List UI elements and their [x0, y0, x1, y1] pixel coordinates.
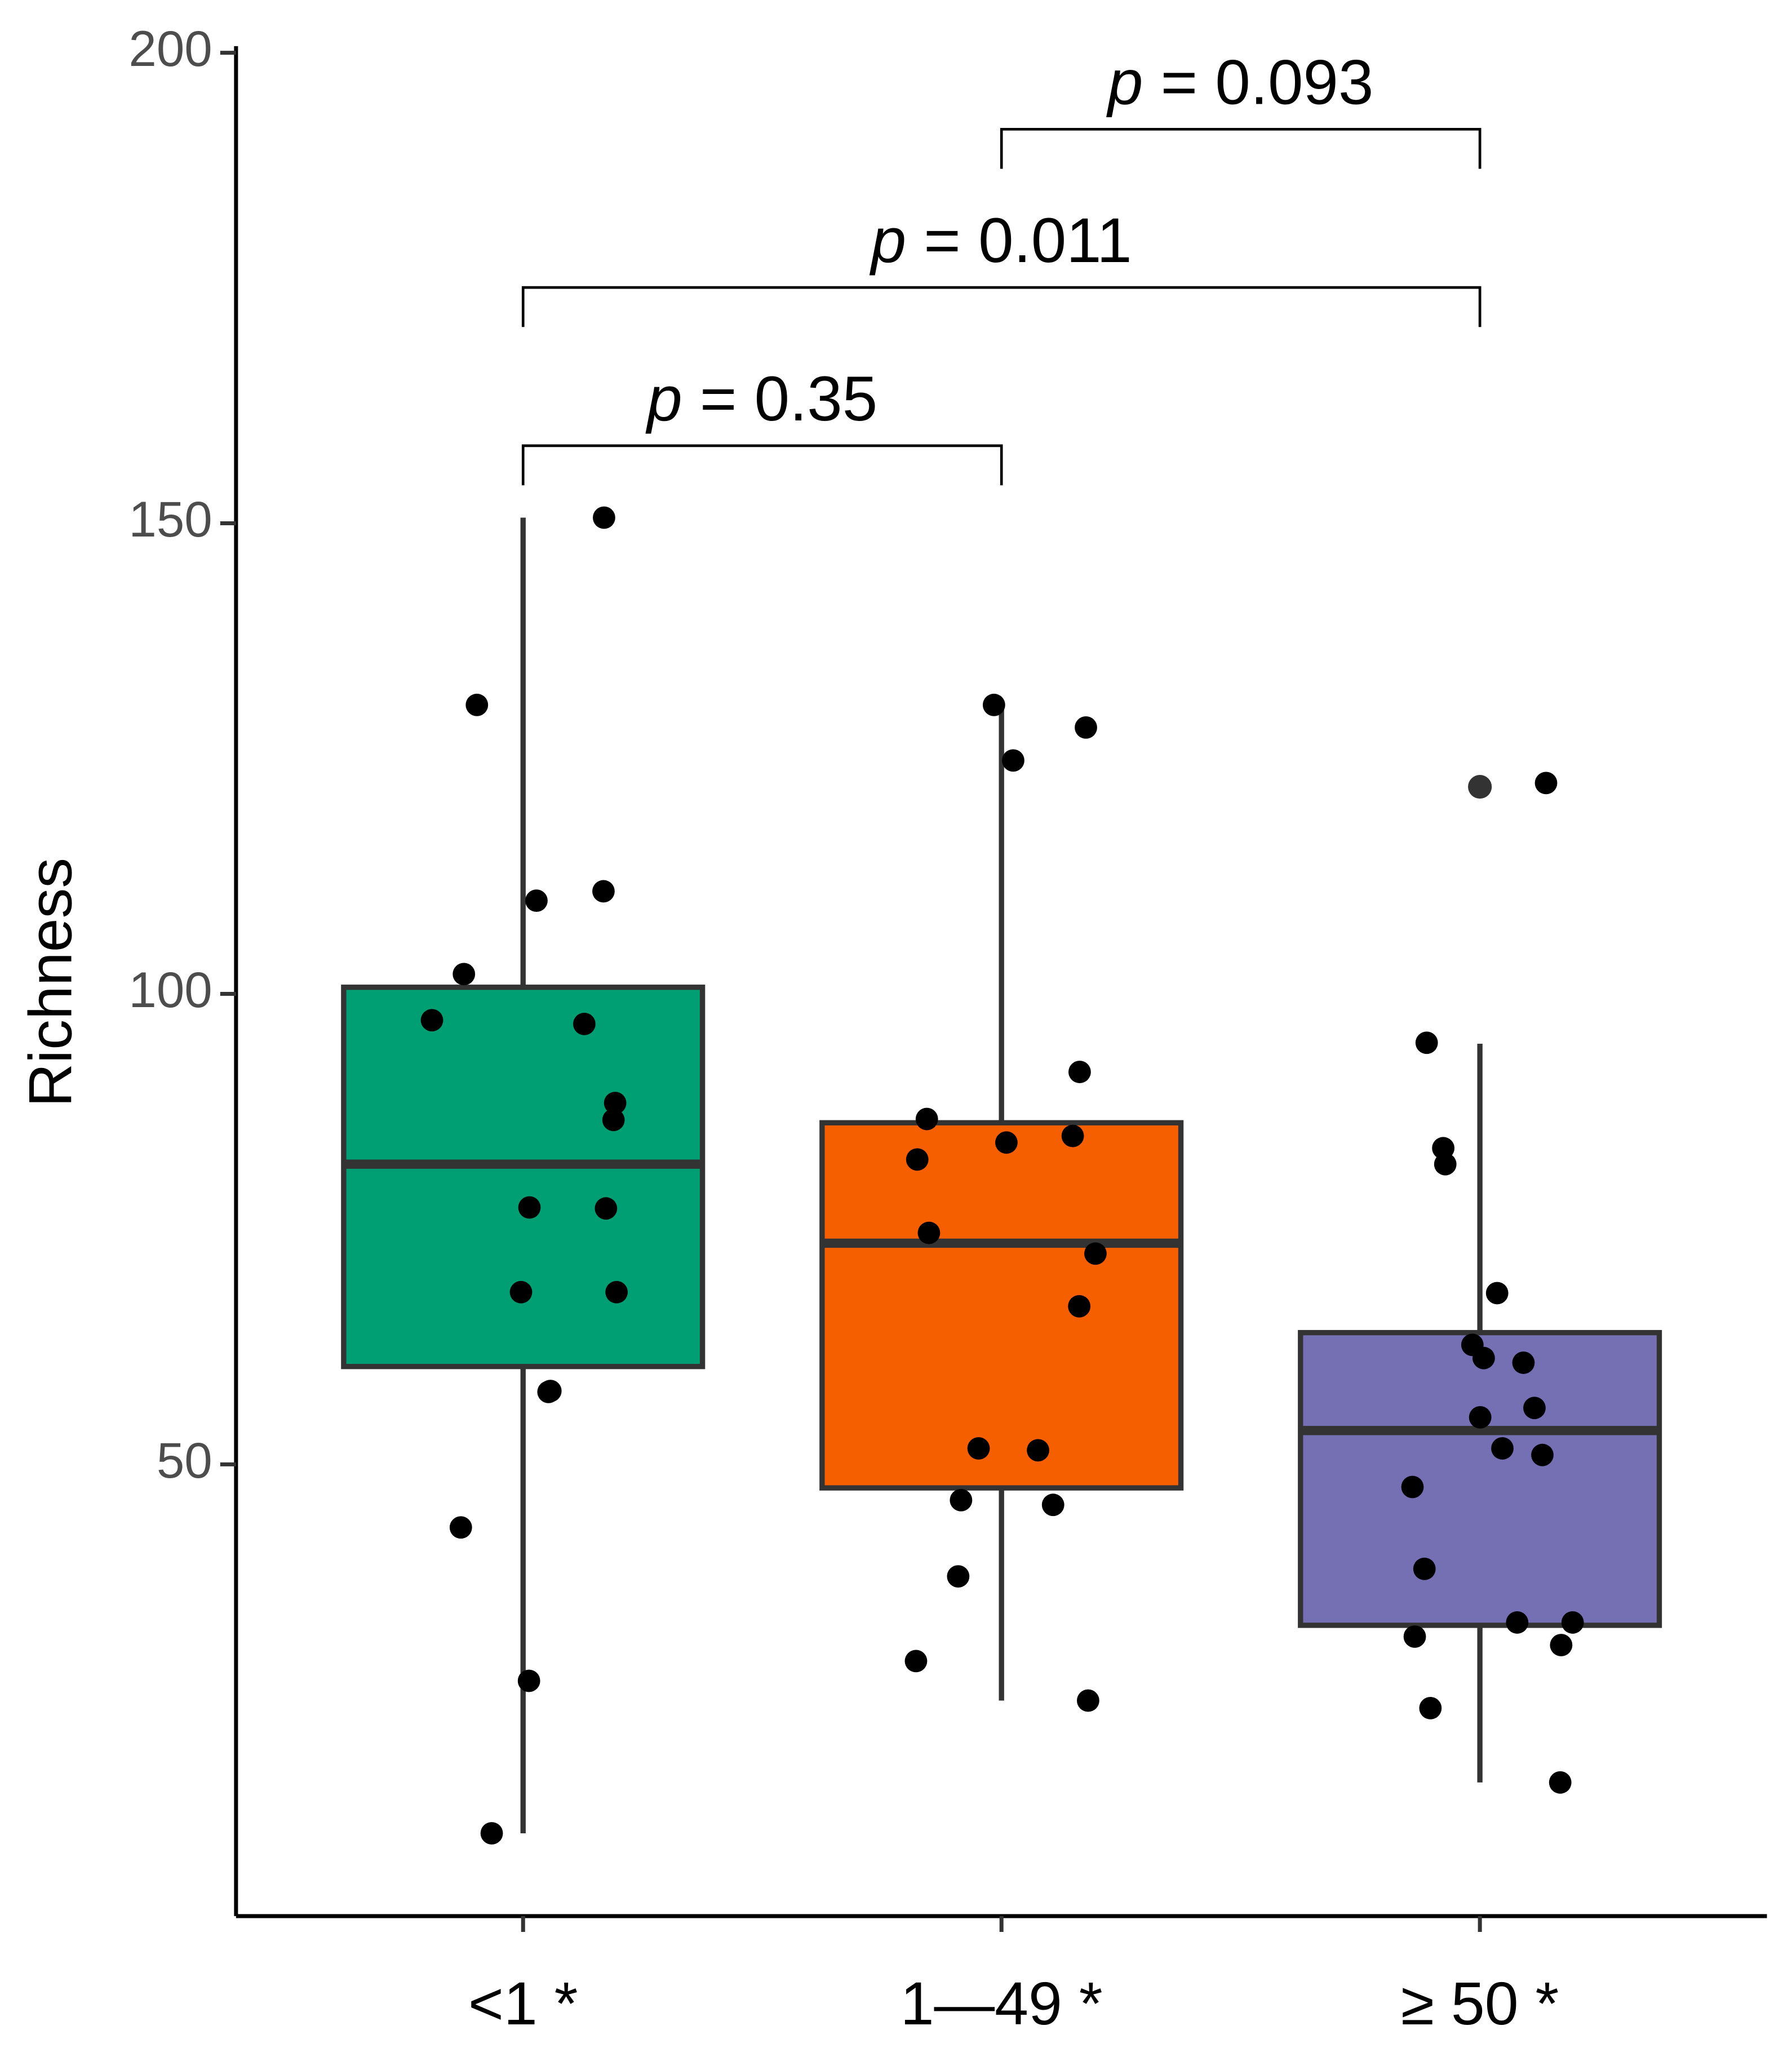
box: [341, 985, 706, 1369]
point: [982, 693, 1005, 716]
point: [1534, 772, 1558, 795]
point: [1075, 716, 1097, 739]
point: [602, 1109, 625, 1132]
point: [592, 880, 615, 903]
point: [1413, 1557, 1436, 1580]
point: [573, 1013, 596, 1035]
point: [1523, 1397, 1546, 1420]
point: [904, 1650, 928, 1673]
y-tick-label: 100: [128, 962, 212, 1018]
point: [517, 1669, 540, 1692]
point: [539, 1380, 562, 1403]
point: [1027, 1439, 1049, 1462]
point: [604, 1092, 627, 1115]
point: [950, 1488, 973, 1512]
point: [917, 1221, 941, 1244]
point: [1506, 1611, 1529, 1634]
point: [1002, 749, 1024, 772]
point: [1401, 1475, 1424, 1499]
p-value-label: p = 0.35: [645, 363, 877, 434]
point: [453, 963, 476, 986]
point: [1472, 1346, 1495, 1369]
y-tick-label: 200: [128, 21, 212, 77]
point: [595, 1197, 618, 1220]
point: [1415, 1031, 1438, 1054]
x-tick-label: <1 *: [468, 1970, 578, 2037]
point: [1419, 1697, 1442, 1719]
point: [1403, 1625, 1426, 1648]
point: [1041, 1493, 1064, 1517]
point: [967, 1437, 990, 1460]
point: [509, 1280, 533, 1304]
x-tick-label: 1—49 *: [901, 1970, 1103, 2037]
p-value-label: p = 0.093: [1106, 46, 1373, 117]
point: [1068, 1061, 1091, 1083]
point: [1531, 1443, 1554, 1466]
bracket: [521, 286, 1481, 327]
point: [1077, 1689, 1099, 1712]
point: [995, 1131, 1018, 1154]
y-tick-label: 50: [157, 1433, 212, 1488]
point: [525, 889, 548, 912]
outlier: [1468, 775, 1492, 799]
point: [605, 1280, 628, 1304]
bracket: [1000, 127, 1481, 169]
point: [1084, 1242, 1107, 1265]
point: [906, 1148, 929, 1171]
point: [915, 1107, 938, 1131]
y-tick-label: 150: [128, 491, 212, 547]
point: [947, 1565, 970, 1588]
point: [1469, 1406, 1492, 1429]
point: [1485, 1282, 1509, 1305]
point: [1512, 1351, 1535, 1374]
box: [819, 1120, 1184, 1491]
point: [449, 1516, 472, 1539]
point: [593, 506, 615, 529]
point: [1068, 1295, 1091, 1318]
bracket: [521, 444, 1003, 486]
point: [480, 1822, 503, 1845]
box: [1298, 1329, 1662, 1628]
point: [1061, 1124, 1084, 1147]
y-axis-title: Richness: [17, 858, 85, 1107]
point: [420, 1009, 443, 1032]
point: [1549, 1771, 1572, 1794]
x-tick-label: ≥ 50 *: [1401, 1970, 1559, 2037]
point: [1491, 1437, 1514, 1460]
p-value-label: p = 0.011: [870, 205, 1132, 276]
point: [1561, 1611, 1584, 1634]
point: [518, 1196, 541, 1219]
point: [465, 693, 489, 716]
point: [1432, 1137, 1455, 1160]
point: [1550, 1634, 1573, 1656]
